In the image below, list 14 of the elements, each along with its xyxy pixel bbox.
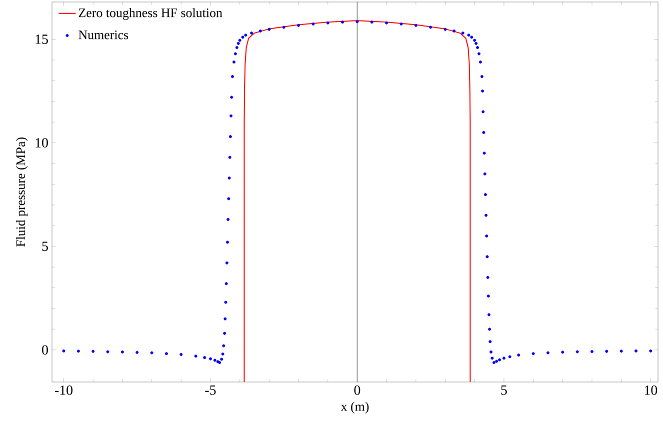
x-axis-title: x (m) — [340, 402, 369, 414]
legend-label: Numerics — [78, 30, 128, 40]
x-tick-label: -10 — [54, 386, 72, 395]
x-tick-label: 5 — [501, 386, 507, 395]
y-tick-label: 15 — [36, 34, 48, 44]
y-tick-label: 0 — [42, 345, 48, 355]
y-tick-label: 10 — [36, 138, 48, 148]
y-axis-title: Fluid pressure (MPa) — [16, 138, 28, 247]
x-tick-label: -5 — [205, 386, 216, 395]
x-tick-label: 10 — [644, 386, 658, 395]
line-series — [244, 20, 471, 382]
x-tick-label: 0 — [354, 386, 360, 395]
y-tick-label: 5 — [42, 242, 48, 251]
legend-label: Zero toughness HF solution — [78, 8, 222, 20]
